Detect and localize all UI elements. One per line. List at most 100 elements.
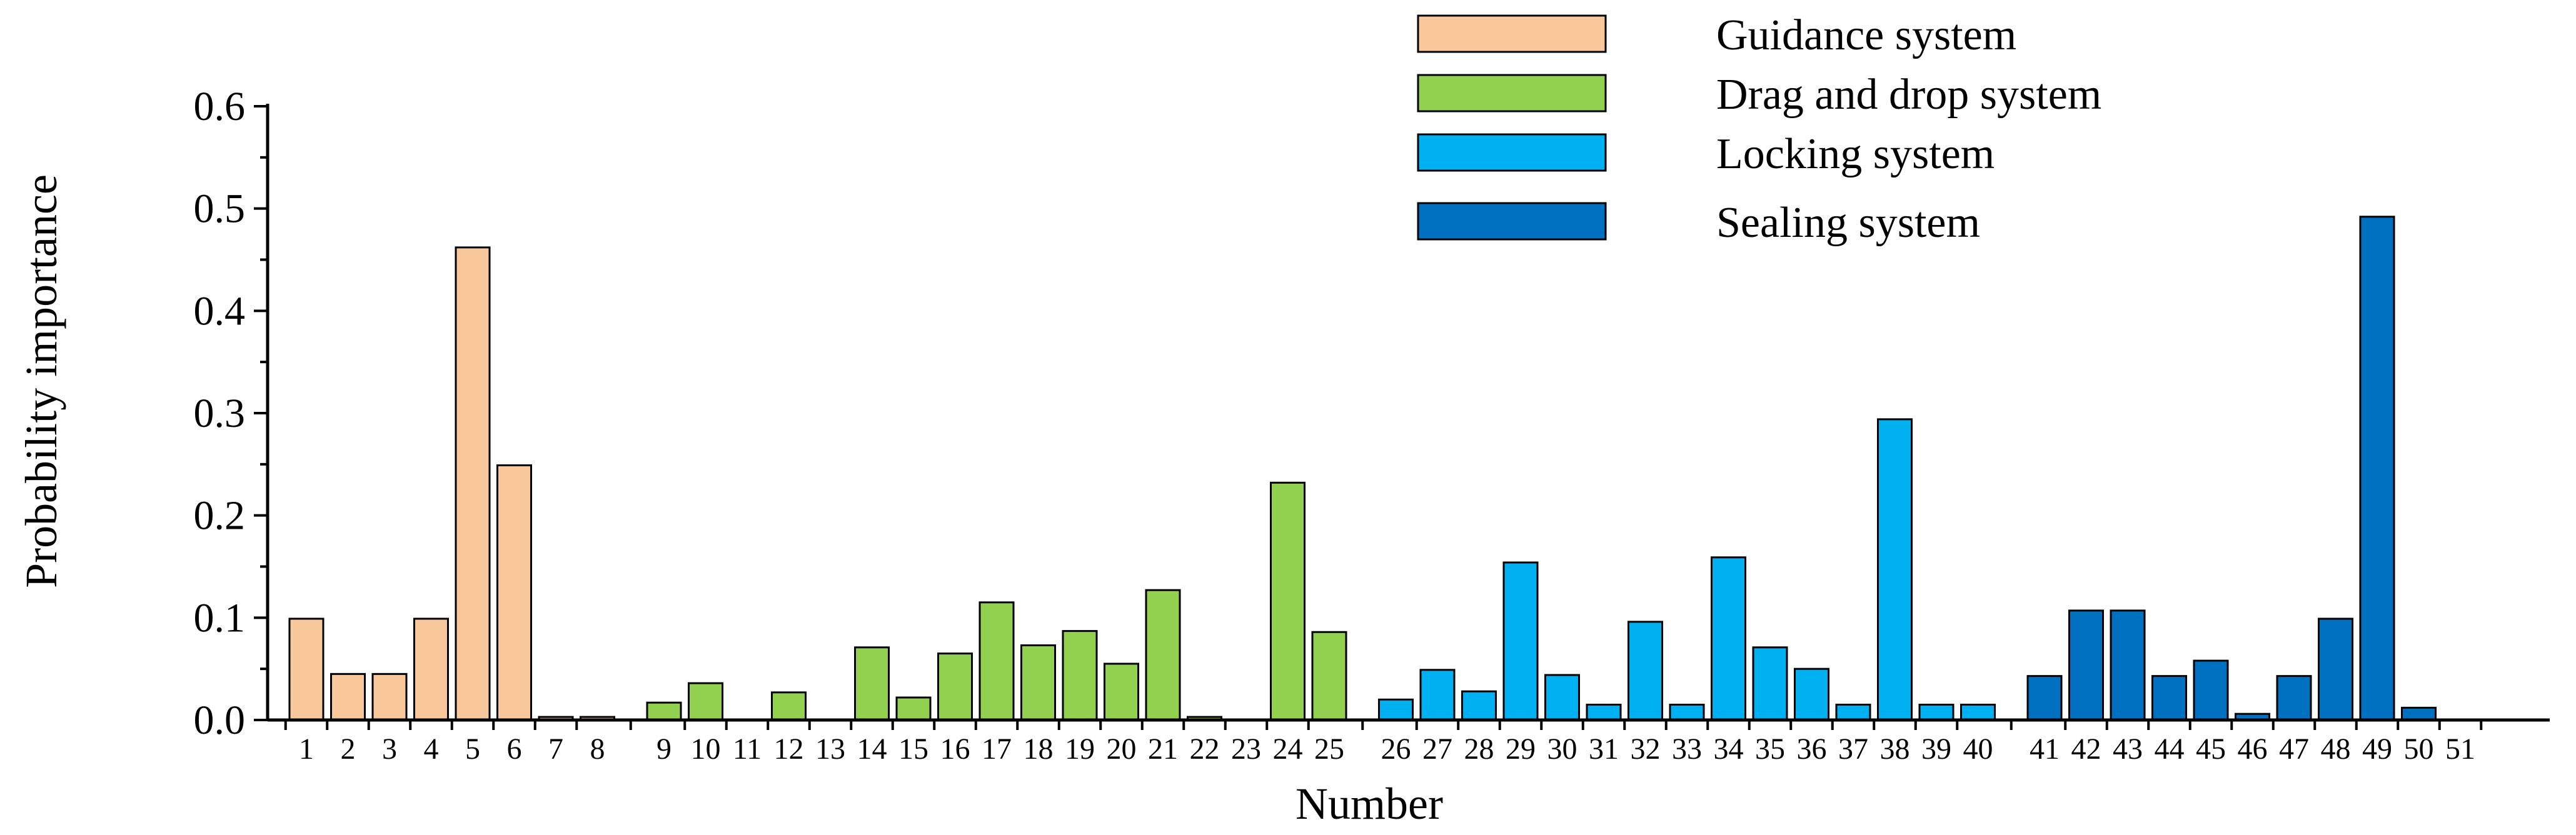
bar-4 — [413, 618, 449, 721]
y-tick-label: 0.5 — [194, 186, 246, 232]
x-tick-label-41: 41 — [2030, 732, 2060, 766]
bar-19 — [1062, 630, 1098, 721]
bar-35 — [1752, 646, 1788, 721]
bar-12 — [771, 691, 807, 721]
bar-20 — [1104, 662, 1139, 721]
x-tick-label-11: 11 — [733, 732, 762, 766]
x-tick-label-26: 26 — [1381, 732, 1411, 766]
x-tick-label-40: 40 — [1963, 732, 1993, 766]
bar-1 — [288, 618, 325, 721]
bar-50 — [2401, 706, 2437, 721]
y-axis-title: Probability importance — [16, 174, 66, 588]
bar-33 — [1669, 703, 1705, 721]
x-tick-label-42: 42 — [2071, 732, 2101, 766]
x-tick-label-2: 2 — [341, 732, 356, 766]
y-tick-label: 0.2 — [194, 493, 246, 539]
y-tick-label: 0.4 — [194, 288, 246, 334]
x-tick-label-22: 22 — [1190, 732, 1220, 766]
x-tick-label-30: 30 — [1547, 732, 1577, 766]
bar-2 — [330, 672, 366, 721]
x-tick-label-38: 38 — [1880, 732, 1910, 766]
x-tick-label-43: 43 — [2113, 732, 2143, 766]
x-tick-label-50: 50 — [2404, 732, 2434, 766]
x-tick-label-29: 29 — [1506, 732, 1536, 766]
legend-label-3: Locking system — [1716, 130, 1995, 178]
y-tick-label: 0.6 — [194, 84, 246, 129]
x-tick-label-36: 36 — [1797, 732, 1827, 766]
bar-34 — [1711, 556, 1746, 721]
legend-label-2: Drag and drop system — [1716, 71, 2101, 119]
x-tick-label-45: 45 — [2196, 732, 2226, 766]
bar-44 — [2151, 675, 2187, 721]
x-tick-label-1: 1 — [299, 732, 314, 766]
bar-27 — [1419, 669, 1456, 721]
bar-40 — [1960, 703, 1996, 721]
x-tick-label-28: 28 — [1464, 732, 1494, 766]
x-tick-label-48: 48 — [2321, 732, 2351, 766]
x-tick-label-19: 19 — [1065, 732, 1095, 766]
bar-26 — [1378, 698, 1414, 721]
bar-39 — [1918, 703, 1955, 721]
x-tick-label-18: 18 — [1024, 732, 1054, 766]
bar-9 — [646, 701, 682, 721]
x-tick-label-15: 15 — [898, 732, 928, 766]
x-tick-label-51: 51 — [2445, 732, 2475, 766]
x-tick-label-16: 16 — [940, 732, 970, 766]
x-tick-label-6: 6 — [507, 732, 522, 766]
bars-group — [288, 216, 2437, 721]
axes-group — [266, 104, 2550, 722]
x-tick-label-47: 47 — [2279, 732, 2309, 766]
x-tick-label-24: 24 — [1273, 732, 1303, 766]
x-tick-label-13: 13 — [815, 732, 845, 766]
x-tick-label-21: 21 — [1148, 732, 1178, 766]
x-tick-label-8: 8 — [590, 732, 605, 766]
x-tick-label-9: 9 — [657, 732, 672, 766]
bar-47 — [2276, 675, 2312, 721]
bar-5 — [455, 246, 491, 721]
x-tick-label-44: 44 — [2155, 732, 2185, 766]
x-tick-label-46: 46 — [2238, 732, 2268, 766]
x-tick-label-49: 49 — [2362, 732, 2392, 766]
y-ticks-group: 0.0 0.1 0.2 0.3 0.4 0.5 0.6 — [194, 84, 268, 743]
bar-41 — [2026, 675, 2063, 721]
x-tick-label-23: 23 — [1231, 732, 1261, 766]
y-tick-label: 0.1 — [194, 595, 246, 641]
x-tick-label-39: 39 — [1921, 732, 1951, 766]
legend-swatch-3 — [1417, 133, 1607, 172]
bar-17 — [979, 601, 1015, 721]
legend-label-1: Guidance system — [1716, 11, 2016, 59]
bar-31 — [1586, 703, 1622, 721]
bar-6 — [496, 464, 532, 721]
bar-48 — [2318, 618, 2353, 721]
bar-10 — [688, 682, 723, 721]
legend-swatch-1 — [1417, 14, 1607, 53]
x-tick-label-27: 27 — [1422, 732, 1452, 766]
x-tick-label-10: 10 — [691, 732, 721, 766]
bar-28 — [1461, 690, 1497, 721]
bar-14 — [854, 646, 890, 721]
legend-swatch-4 — [1417, 202, 1607, 241]
bar-16 — [937, 652, 973, 721]
bar-43 — [2110, 609, 2146, 721]
bar-32 — [1628, 621, 1663, 721]
legend: Guidance system Drag and drop system Locki… — [1417, 11, 2101, 247]
bar-18 — [1020, 644, 1056, 721]
y-tick-label: 0.0 — [194, 698, 246, 743]
x-tick-label-17: 17 — [982, 732, 1012, 766]
x-tick-label-25: 25 — [1314, 732, 1344, 766]
bar-45 — [2193, 659, 2229, 721]
x-tick-label-5: 5 — [465, 732, 480, 766]
bar-29 — [1502, 561, 1539, 721]
bar-3 — [371, 672, 408, 721]
y-tick-label: 0.3 — [194, 391, 246, 436]
x-tick-label-35: 35 — [1755, 732, 1785, 766]
bar-38 — [1877, 418, 1913, 721]
x-tick-label-31: 31 — [1589, 732, 1619, 766]
bar-37 — [1835, 703, 1871, 721]
x-tick-label-3: 3 — [382, 732, 397, 766]
bar-24 — [1270, 481, 1306, 721]
x-tick-label-12: 12 — [774, 732, 804, 766]
x-tick-label-33: 33 — [1672, 732, 1702, 766]
x-tick-label-14: 14 — [857, 732, 887, 766]
